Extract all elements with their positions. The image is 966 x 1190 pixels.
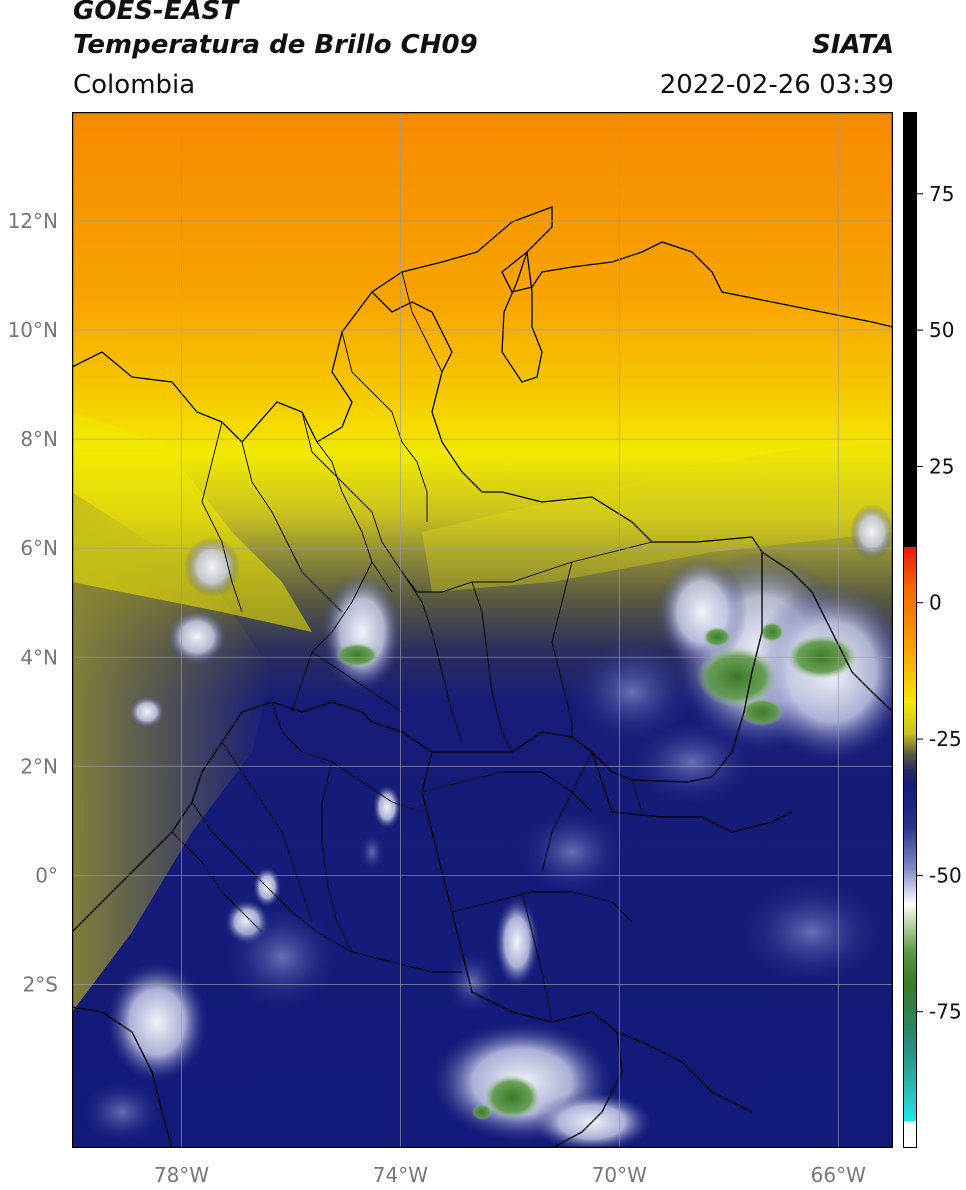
longitude-tick-label: 74°W xyxy=(373,1163,428,1187)
latitude-tick-label: 2°S xyxy=(23,972,58,996)
latitude-tick-label: 4°N xyxy=(20,645,58,669)
latitude-tick-label: 8°N xyxy=(20,427,58,451)
central-olive-band xyxy=(422,442,893,592)
timestamp-label: 2022-02-26 03:39 xyxy=(659,70,894,100)
colorbar xyxy=(903,112,917,1148)
department-borders xyxy=(171,271,653,1023)
organization-label: SIATA xyxy=(812,30,894,60)
colorbar-scale xyxy=(903,112,917,1148)
satellite-map[interactable] xyxy=(72,112,893,1148)
colorbar-tick-label: 50 xyxy=(929,318,954,342)
colorbar-tick-label: 75 xyxy=(929,182,954,206)
longitude-tick-label: 66°W xyxy=(811,1163,866,1187)
latitude-tick-label: 12°N xyxy=(8,209,58,233)
latitude-tick-label: 0° xyxy=(35,863,58,887)
colorbar-tick-label: -25 xyxy=(929,727,962,751)
product-title: Temperatura de Brillo CH09 xyxy=(73,30,478,60)
colorbar-tick-label: 25 xyxy=(929,454,954,478)
longitude-tick-label: 78°W xyxy=(154,1163,209,1187)
satellite-title: GOES-EAST xyxy=(73,0,239,26)
latitude-tick-label: 2°N xyxy=(20,754,58,778)
region-label: Colombia xyxy=(73,70,196,100)
colorbar-tick-label: 0 xyxy=(929,591,942,615)
cloud-cover xyxy=(82,504,893,1148)
northwest-yellow-band xyxy=(72,412,312,632)
colorbar-tick-label: -75 xyxy=(929,1000,962,1024)
latitude-tick-label: 10°N xyxy=(8,318,58,342)
longitude-tick-label: 70°W xyxy=(592,1163,647,1187)
gridlines xyxy=(72,112,893,1148)
latitude-tick-label: 6°N xyxy=(20,536,58,560)
country-borders xyxy=(72,206,893,1148)
colorbar-tick-label: -50 xyxy=(929,863,962,887)
map-frame xyxy=(72,112,893,1148)
